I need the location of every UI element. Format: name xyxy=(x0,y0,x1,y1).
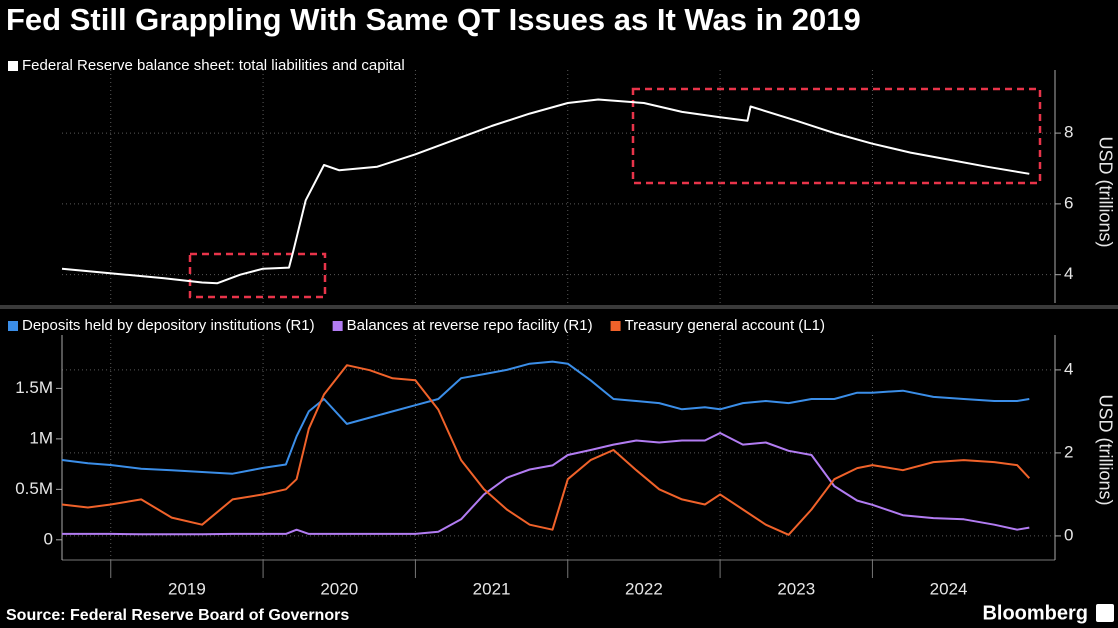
brand-icon xyxy=(1096,604,1114,622)
y-tick-label: 1M xyxy=(29,428,53,447)
y2-axis-label: USD (trillions) xyxy=(1095,136,1115,247)
x-tick-label: 2019 xyxy=(168,579,206,598)
x-tick-label: 2020 xyxy=(320,579,358,598)
data-line xyxy=(61,364,1031,536)
y-tick-label: 1.5M xyxy=(15,378,53,397)
y2-axis-label: USD (trillions) xyxy=(1095,394,1115,505)
legend-swatch xyxy=(332,321,343,331)
highlight-box xyxy=(188,252,327,299)
brand: Bloomberg xyxy=(982,602,1088,624)
x-tick-label: 2023 xyxy=(777,579,815,598)
y2-tick-label: 4 xyxy=(1064,359,1073,378)
chart-title: Fed Still Grappling With Same QT Issues … xyxy=(6,2,861,37)
x-tick-label: 2024 xyxy=(930,579,968,598)
x-tick-label: 2022 xyxy=(625,579,663,598)
y2-tick-label: 2 xyxy=(1064,442,1073,461)
y2-tick-label: 8 xyxy=(1064,123,1073,142)
legend-swatch xyxy=(610,321,621,331)
data-line xyxy=(61,360,1030,475)
data-line xyxy=(61,98,1030,285)
y2-tick-label: 4 xyxy=(1064,264,1073,283)
source: Source: Federal Reserve Board of Governo… xyxy=(6,607,349,624)
data-line xyxy=(62,432,1030,536)
legend-swatch xyxy=(8,61,18,71)
highlight-box xyxy=(631,87,1042,185)
legend-label: Deposits held by depository institutions… xyxy=(22,317,315,334)
y-tick-label: 0.5M xyxy=(15,479,53,498)
x-tick-label: 2021 xyxy=(473,579,511,598)
y2-tick-label: 6 xyxy=(1064,193,1073,212)
legend-swatch xyxy=(8,321,18,331)
legend-label: Balances at reverse repo facility (R1) xyxy=(347,317,593,334)
panel-separator xyxy=(0,305,1118,309)
y-tick-label: 0 xyxy=(44,529,53,548)
legend-label: Treasury general account (L1) xyxy=(625,317,825,334)
legend-label: Federal Reserve balance sheet: total lia… xyxy=(22,57,405,74)
y2-tick-label: 0 xyxy=(1064,525,1073,544)
